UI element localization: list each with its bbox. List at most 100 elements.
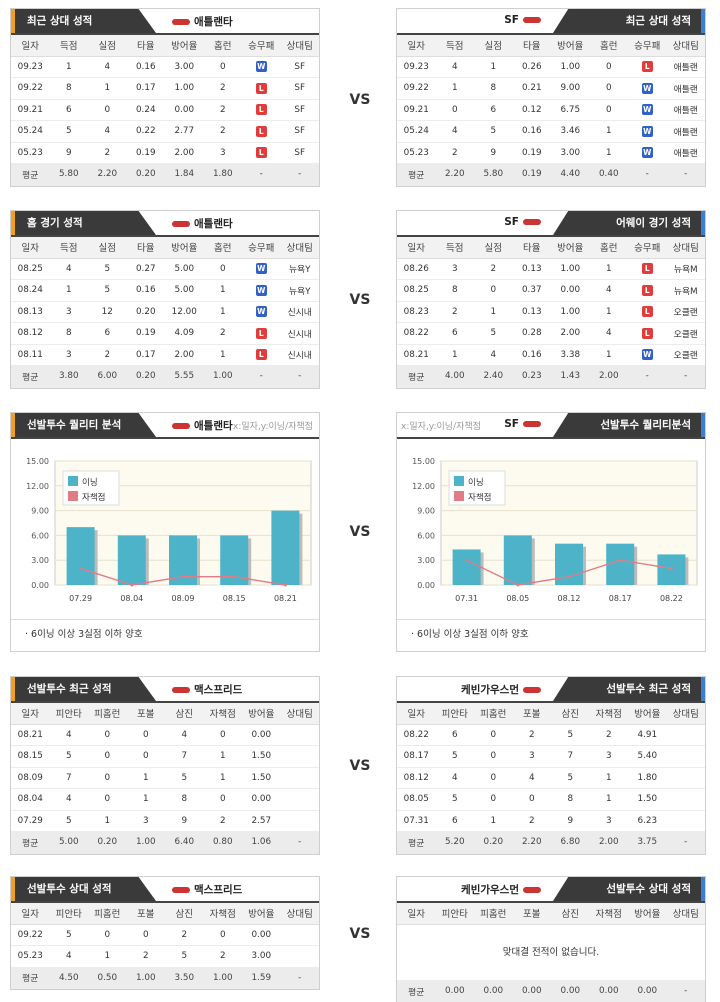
legend-swatch-er	[68, 491, 78, 501]
pitcher-vs-panel-right: 선발투수 상대 성적 케빈가우스먼 일자 피안타 피홈런 포볼 삼진 자책점 방어율 상대팀 …	[396, 876, 706, 1002]
table-cell: 9.00	[551, 77, 590, 100]
table-cell: 3	[49, 344, 88, 366]
win-badge-icon: W	[255, 61, 267, 73]
table-cell	[280, 945, 319, 968]
quality-panel-right: 선발투수 퀄리티분석 SF x:일자,y:이닝/자책점 15.00 12.00 9.…	[396, 412, 706, 652]
table-cell: 9	[165, 810, 204, 832]
table-header-row: 일자 피안타 피홈런 포볼 삼진 자책점 방어율 상대팀	[11, 703, 319, 725]
team-logo-icon	[172, 221, 190, 227]
table-header-row: 일자 득점 실점 타율 방어율 홈런 승무패 상대팀	[397, 35, 705, 57]
average-cell: 1.43	[551, 365, 590, 388]
table-cell: 05.23	[11, 945, 50, 968]
column-header: 포볼	[126, 703, 165, 725]
column-header: 홈런	[589, 35, 628, 57]
table-cell: 1	[474, 56, 513, 78]
table-cell	[280, 745, 319, 768]
column-header: 피홈런	[474, 703, 513, 725]
average-cell: 0.00	[435, 980, 474, 1002]
table-cell: 08.17	[397, 745, 436, 768]
table-cell: W	[242, 301, 281, 323]
table-cell: 4	[49, 258, 88, 280]
table-header-row: 일자 득점 실점 타율 방어율 홈런 승무패 상대팀	[11, 237, 319, 259]
away-panel: 어웨이 경기 성적 SF 일자 득점 실점 타율 방어율 홈런 승무패 상대팀 08.26 3 2 0…	[396, 210, 706, 389]
loss-badge-icon: L	[641, 327, 653, 339]
table-row: 08.04 4 0 1 8 0 0.00	[11, 788, 319, 811]
table-cell: SF	[280, 120, 319, 143]
table-cell: 1	[203, 344, 242, 366]
table-cell: 07.31	[397, 810, 436, 832]
column-header: 득점	[435, 237, 474, 259]
table-cell: 신시내	[280, 322, 319, 345]
loss-badge-icon: L	[255, 327, 267, 339]
table-cell: 0.00	[242, 724, 281, 746]
legend-swatch-innings	[454, 476, 464, 486]
table-cell: 5	[49, 120, 88, 143]
table-cell: SF	[280, 99, 319, 121]
table-cell: 08.24	[11, 279, 50, 302]
table-row: 08.22 6 5 0.28 2.00 4 L 오클랜	[397, 322, 705, 345]
table-cell: 애틀랜	[666, 99, 705, 121]
table-cell	[280, 788, 319, 811]
average-cell: 5.00	[49, 831, 88, 854]
table-cell: 1	[88, 945, 127, 968]
average-cell: 0.19	[512, 163, 551, 186]
earned-runs-point	[669, 566, 673, 570]
table-cell: 3	[512, 745, 551, 768]
table-cell: 1	[589, 120, 628, 143]
section-title: 선발투수 최근 성적	[553, 677, 705, 701]
average-cell: 3.50	[165, 967, 204, 989]
column-header: 일자	[397, 237, 436, 259]
win-badge-icon: W	[641, 349, 653, 361]
table-cell: 1	[589, 258, 628, 280]
table-cell: 0.26	[512, 56, 551, 78]
table-cell: 0.16	[126, 279, 165, 302]
column-header: 승무패	[242, 35, 281, 57]
table-cell: 09.22	[11, 77, 50, 100]
table-cell: 5	[88, 279, 127, 302]
chart-footnote: · 6이닝 이상 3실점 이하 양호	[11, 619, 319, 649]
team-name-left: 애틀랜타	[168, 418, 233, 433]
table-cell: 1	[203, 279, 242, 302]
average-cell: 6.80	[551, 831, 590, 854]
average-cell: 6.00	[88, 365, 127, 388]
table-cell: 1	[589, 344, 628, 366]
team-logo-icon	[172, 19, 190, 25]
table-cell: 2	[88, 142, 127, 164]
average-cell: 0.20	[126, 163, 165, 186]
table-cell: 05.23	[397, 142, 436, 164]
table-cell: 1	[589, 788, 628, 811]
table-cell: 4	[474, 344, 513, 366]
pitcher-vs-panel-left: 선발투수 상대 성적 맥스프리드 일자 피안타 피홈런 포볼 삼진 자책점 방어율 상대팀 09…	[10, 876, 320, 990]
table-cell: L	[242, 142, 281, 164]
pitcher-name-left: 맥스프리드	[168, 682, 242, 697]
average-cell: 2.20	[512, 831, 551, 854]
table-cell: W	[628, 99, 667, 121]
average-cell: 평균	[397, 365, 436, 388]
table-cell: 1	[435, 77, 474, 100]
table-cell: 2.00	[165, 344, 204, 366]
innings-bar	[271, 510, 300, 585]
table-cell: 0	[203, 788, 242, 811]
column-header: 포볼	[512, 703, 551, 725]
column-header: 상대팀	[666, 903, 705, 925]
recent-vs-panel-right: 최근 상대 성적 SF 일자 득점 실점 타율 방어율 홈런 승무패 상대팀 09.23 4 1 0.…	[396, 8, 706, 187]
table-cell: L	[628, 322, 667, 345]
table-cell: 2	[512, 810, 551, 832]
table-cell: 05.23	[11, 142, 50, 164]
column-header: 실점	[474, 35, 513, 57]
column-header: 피안타	[435, 703, 474, 725]
table-cell: 0	[203, 258, 242, 280]
table-cell: 5	[551, 767, 590, 789]
earned-runs-point	[232, 575, 236, 579]
table-cell: 08.22	[397, 724, 436, 746]
table-cell: 0.00	[242, 924, 281, 946]
table-cell: 1	[589, 301, 628, 323]
home-table: 일자 득점 실점 타율 방어율 홈런 승무패 상대팀 08.25 4 5 0.27 5.00 0 W 뉴욕Y 0…	[11, 237, 319, 388]
table-cell: 0.19	[126, 322, 165, 345]
pitcher-name-right: 케빈가우스먼	[461, 882, 545, 897]
table-cell: 3	[49, 301, 88, 323]
loss-badge-icon: L	[255, 104, 267, 116]
section-title: 선발투수 상대 성적	[11, 877, 156, 901]
earned-runs-point	[516, 583, 520, 587]
